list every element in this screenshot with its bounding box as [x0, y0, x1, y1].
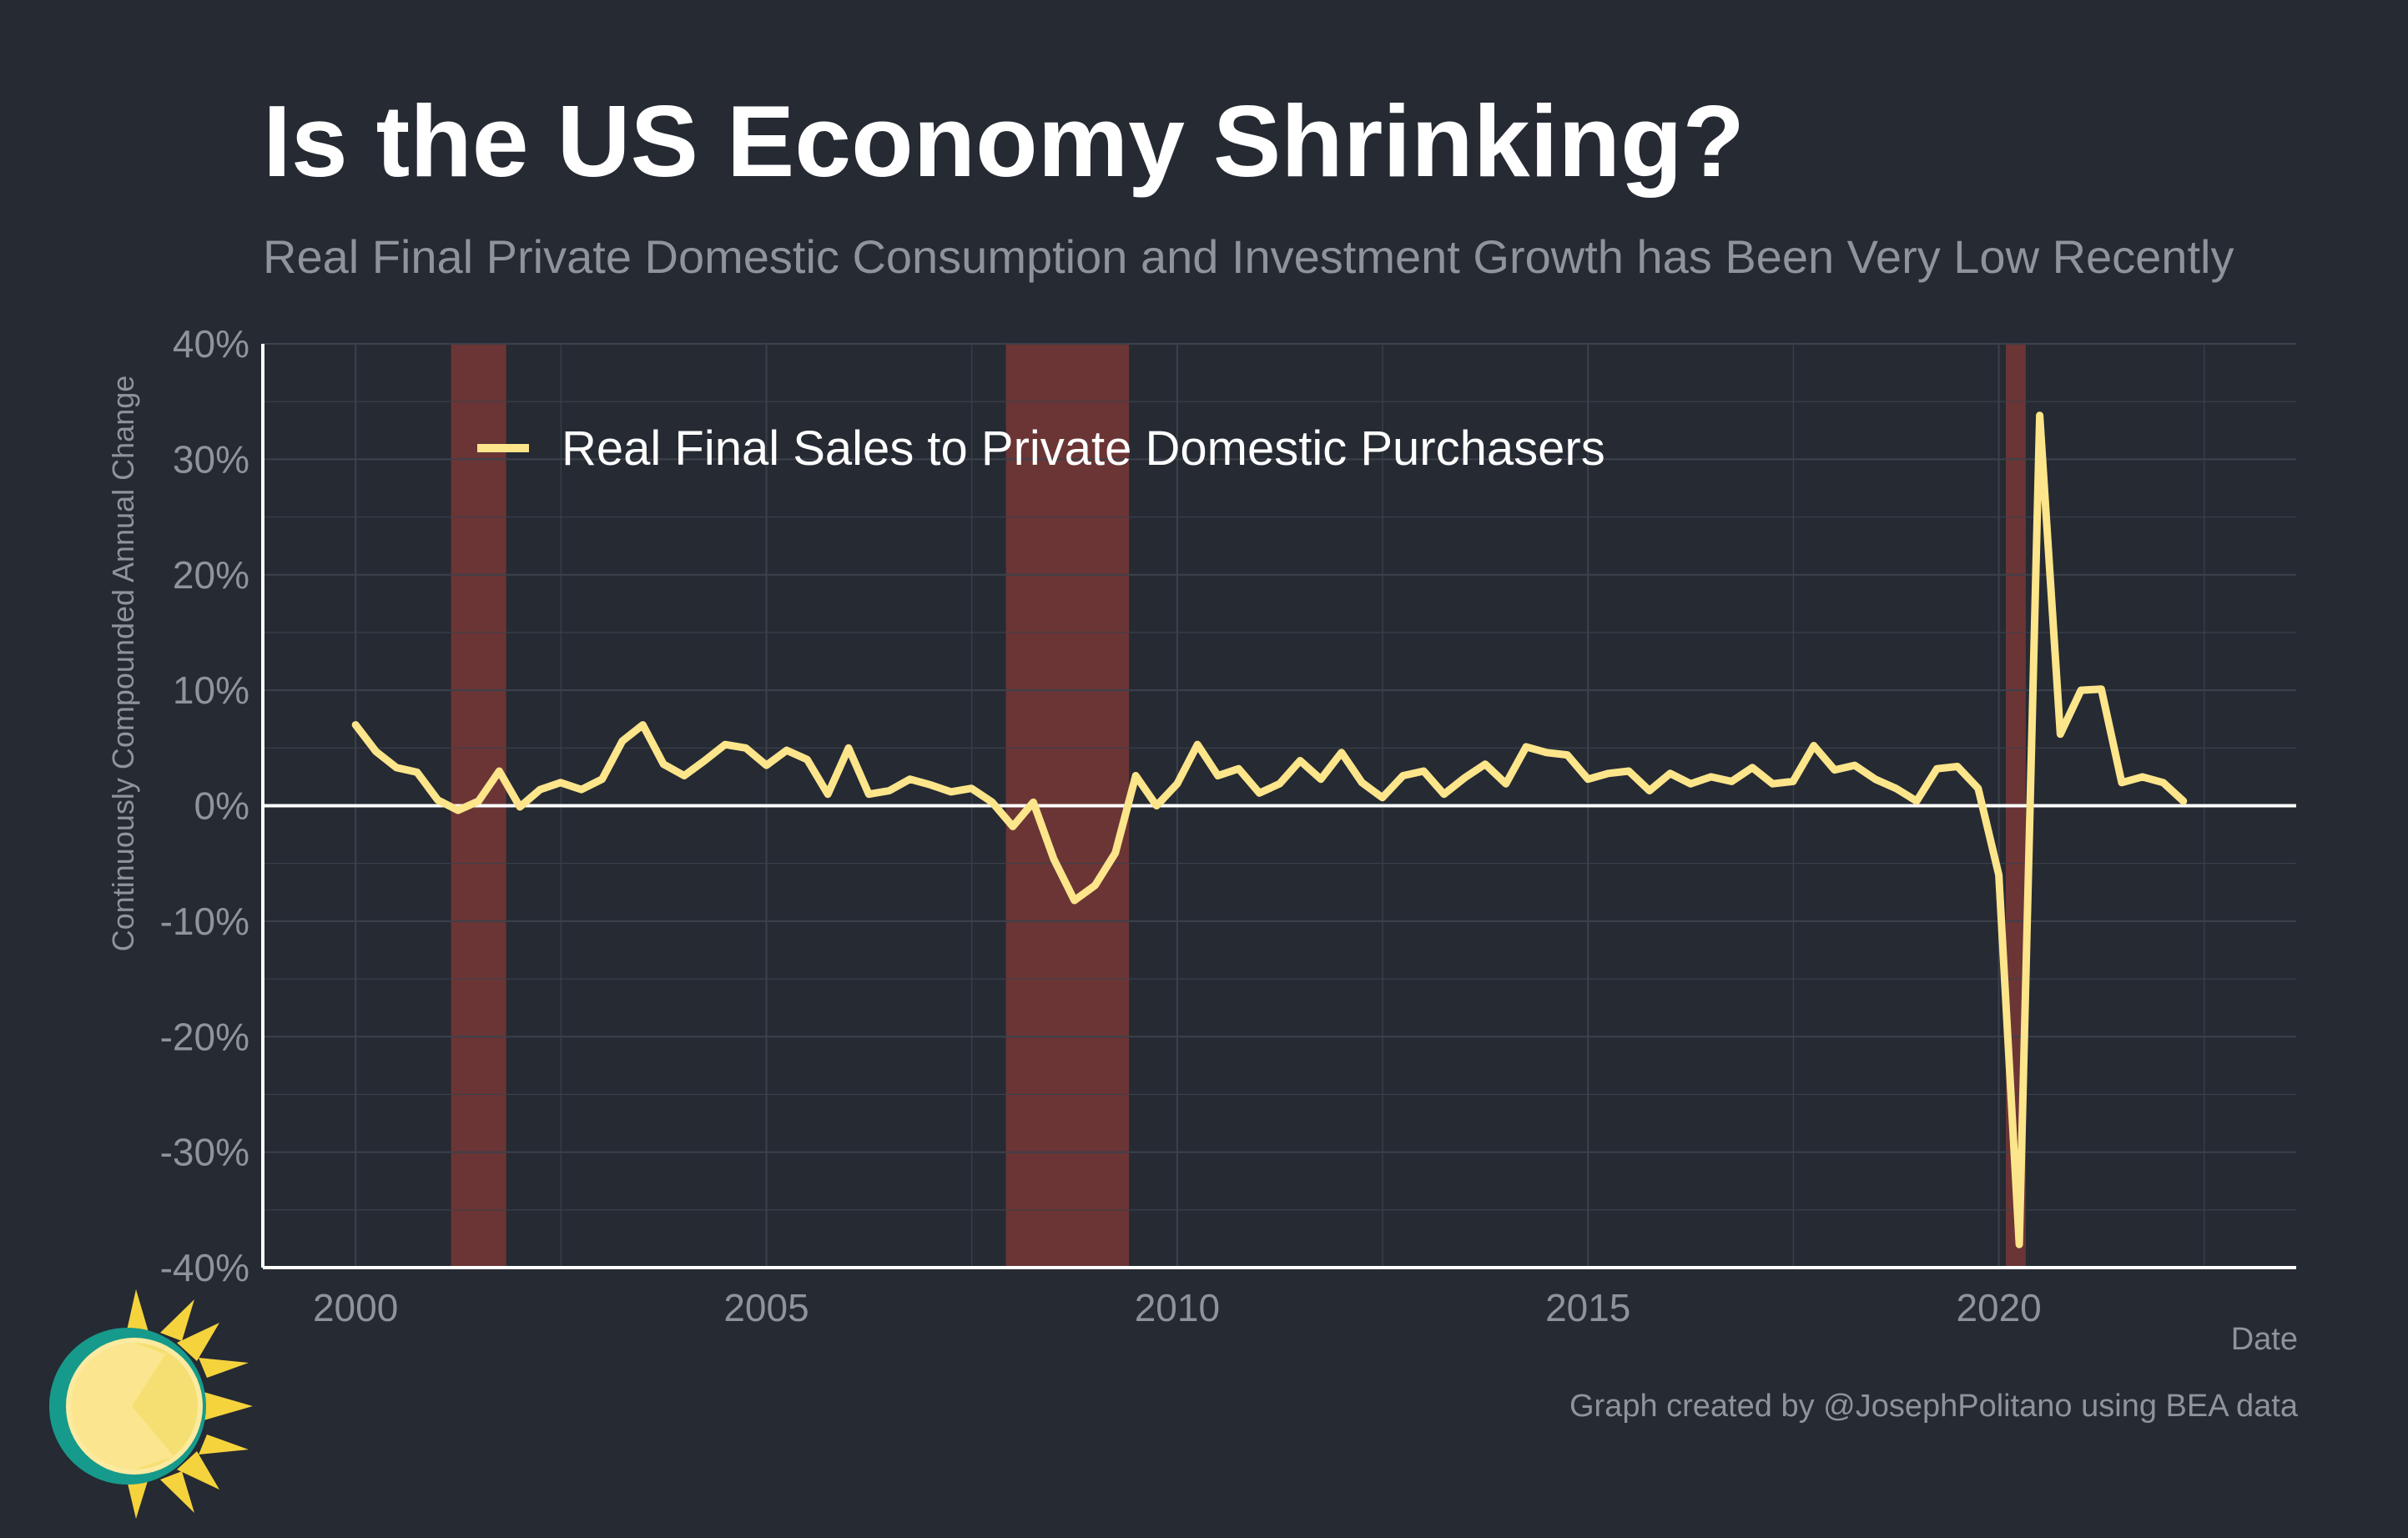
- y-tick-labels: -40% -30% -20% -10% 0% 10% 20% 30% 40%: [160, 322, 249, 1289]
- legend-label: Real Final Sales to Private Domestic Pur…: [562, 421, 1605, 476]
- y-tick-label: -40%: [160, 1246, 249, 1289]
- y-tick-label: 20%: [173, 553, 249, 597]
- y-axis-label: Continuously Compounded Annual Change: [106, 376, 140, 952]
- y-tick-label: 30%: [173, 437, 249, 481]
- x-tick-labels: 2000 2005 2010 2015 2020: [313, 1286, 2042, 1329]
- x-axis-label: Date: [2230, 1322, 2298, 1357]
- chart-subtitle: Real Final Private Domestic Consumption …: [263, 230, 2234, 283]
- series-lines: [351, 411, 2188, 1248]
- x-tick-label: 2010: [1135, 1286, 1220, 1329]
- y-tick-label: 10%: [173, 668, 249, 712]
- x-tick-label: 2020: [1956, 1286, 2041, 1329]
- x-tick-label: 2005: [723, 1286, 809, 1329]
- sun-logo-icon: [48, 1289, 257, 1527]
- y-tick-label: -30%: [160, 1131, 249, 1174]
- y-tick-label: -10%: [160, 900, 249, 943]
- series-line: [351, 411, 2188, 1248]
- y-tick-label: -20%: [160, 1015, 249, 1058]
- x-tick-label: 2000: [313, 1286, 398, 1329]
- x-tick-label: 2015: [1545, 1286, 1630, 1329]
- y-tick-label: 0%: [194, 784, 249, 828]
- legend: Real Final Sales to Private Domestic Pur…: [477, 421, 1605, 476]
- axes: [261, 344, 2296, 1269]
- chart-title: Is the US Economy Shrinking?: [263, 84, 1746, 198]
- y-tick-label: 40%: [173, 322, 249, 366]
- source-caption: Graph created by @JosephPolitano using B…: [1569, 1389, 2298, 1424]
